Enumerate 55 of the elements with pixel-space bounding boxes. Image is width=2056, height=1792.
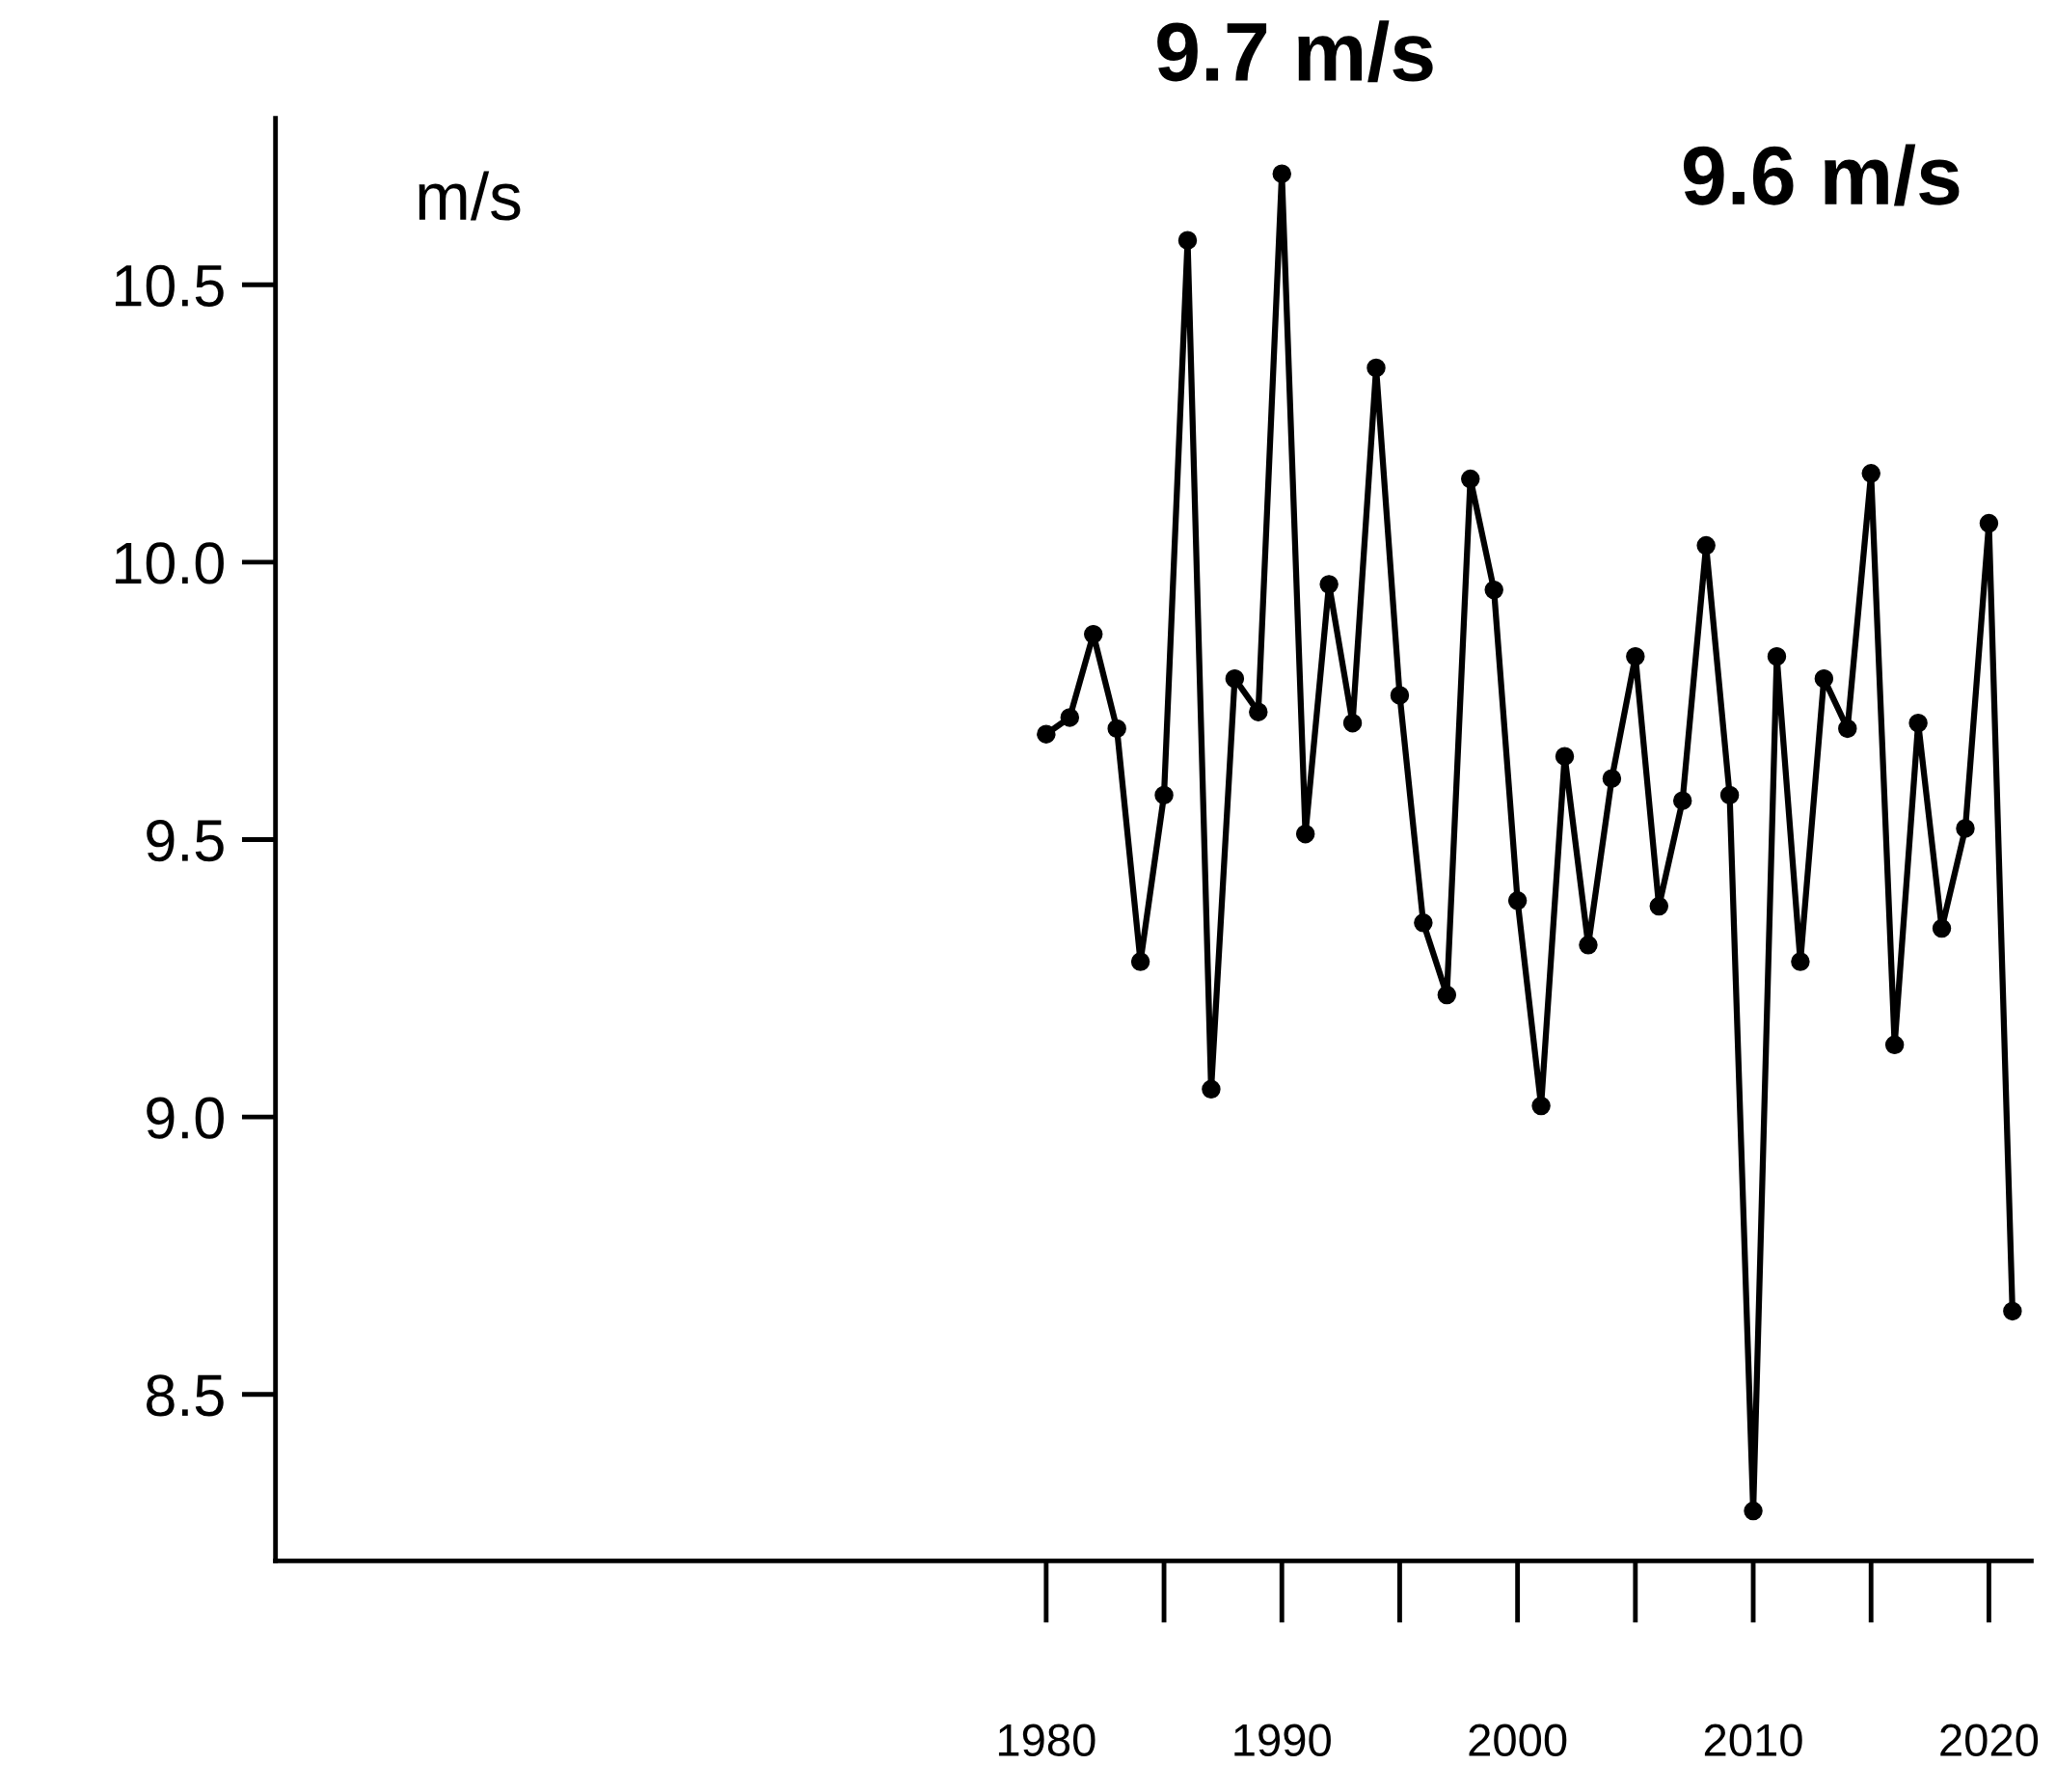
point: [1744, 1501, 1763, 1521]
y-tick-label: 10.0: [116, 542, 224, 584]
y-tick-label: 9.0: [147, 1097, 224, 1139]
point: [2003, 1301, 2022, 1321]
point: [1814, 668, 1834, 689]
point: [1484, 580, 1503, 600]
point: [1437, 985, 1457, 1005]
point: [1037, 724, 1056, 744]
y-tick-label: 10.5: [116, 264, 224, 307]
annotation: 9.6 m/s: [1683, 144, 1960, 206]
point: [1626, 646, 1645, 666]
text: 9.7 m/s: [1157, 20, 1433, 83]
point: [1177, 231, 1198, 250]
x-tick-label: 1990: [1234, 1724, 1331, 1757]
point: [1202, 1079, 1221, 1100]
point: [1414, 913, 1433, 933]
point: [1225, 668, 1245, 689]
point: [1884, 1035, 1905, 1055]
point: [1060, 708, 1080, 727]
point: [1390, 686, 1410, 705]
point: [1461, 469, 1480, 489]
point: [1956, 819, 1975, 838]
point: [1602, 769, 1622, 788]
point: [1908, 713, 1928, 733]
point: [1767, 646, 1787, 666]
y-tick-label: 9.5: [147, 819, 224, 862]
point: [1342, 713, 1363, 733]
point: [1272, 164, 1291, 183]
point: [1649, 896, 1669, 916]
point: [1154, 785, 1174, 805]
point: [1319, 575, 1339, 594]
point: [1838, 719, 1857, 739]
point: [1130, 952, 1150, 971]
y-axis-title: m/s: [419, 171, 521, 221]
x-tick-label: 2020: [1940, 1724, 2039, 1757]
point: [1719, 785, 1740, 805]
point: [1861, 464, 1880, 483]
y-tick-label: 8.5: [147, 1374, 224, 1417]
point: [1107, 719, 1126, 739]
point: [1696, 535, 1716, 556]
x-tick-label: 1980: [998, 1724, 1096, 1757]
point: [1295, 824, 1315, 844]
point: [1555, 747, 1575, 766]
point: [1932, 918, 1952, 938]
point: [1507, 891, 1528, 910]
point: [1531, 1096, 1551, 1116]
point: [1249, 702, 1268, 721]
point: [1579, 936, 1598, 955]
x-tick-label: 2000: [1469, 1724, 1567, 1757]
point: [1979, 513, 1999, 533]
point: [1084, 624, 1103, 644]
point: [1366, 358, 1386, 378]
point: [1672, 791, 1692, 810]
point: [1791, 952, 1810, 971]
x-tick-label: 2010: [1704, 1724, 1802, 1757]
